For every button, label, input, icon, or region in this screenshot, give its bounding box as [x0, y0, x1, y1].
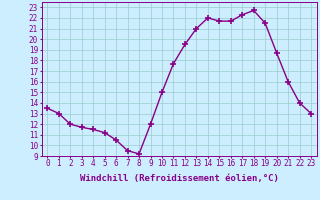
X-axis label: Windchill (Refroidissement éolien,°C): Windchill (Refroidissement éolien,°C): [80, 174, 279, 183]
